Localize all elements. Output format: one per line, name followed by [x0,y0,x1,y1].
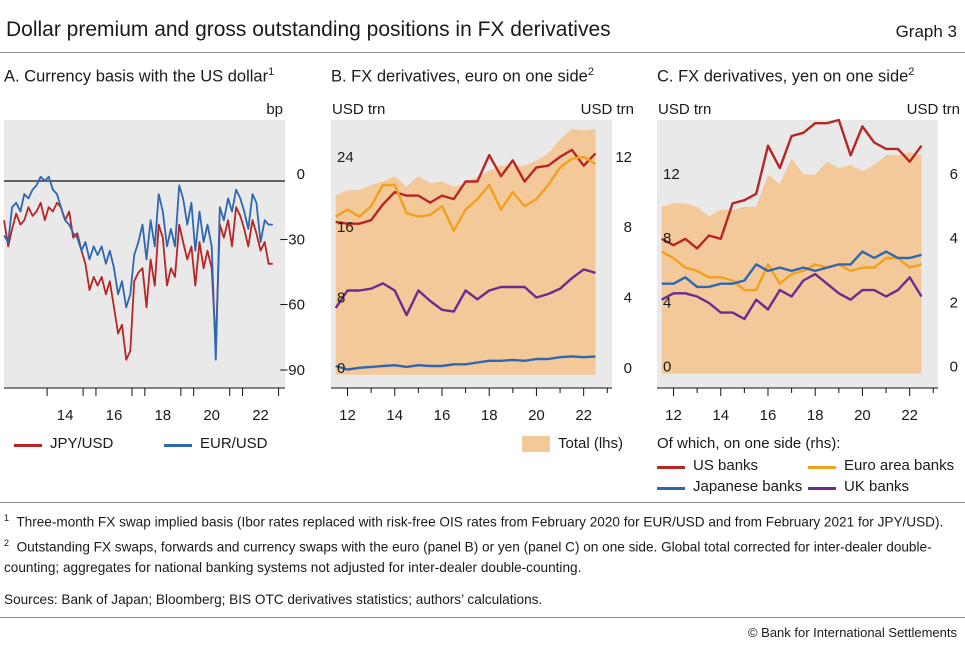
panel-b-chart: USD trn USD trn 0 8 16 24 0 4 8 12 12 14 16 18 20 22 [331,101,634,424]
panel-c-title: C. FX derivatives, yen on one side2 [657,66,915,86]
panel-c-rhs-ytick-label: 2 [950,294,958,311]
legend-eur-swatch [164,444,192,447]
panel-b-xtick-label: 20 [528,407,545,424]
legend-euro-area-banks-swatch [808,466,836,469]
panel-c-lhs-unit-label: USD trn [658,101,711,118]
legend-us-banks-label: US banks [693,457,759,474]
panel-a-ytick-label: −60 [280,297,305,314]
panel-b-series-euro-area-banks-line [335,155,597,232]
panel-a-title: A. Currency basis with the US dollar1 [4,66,275,86]
panel-a-series-jpy-usd-line [3,201,273,361]
panel-c-xtick-label: 20 [854,407,871,424]
panel-c-rhs-ytick-label: 4 [950,230,958,247]
legend-uk-banks-label: UK banks [844,478,910,495]
panel-a-xtick-label: 14 [57,407,74,424]
legend-of-which-label: Of which, on one side (rhs): [657,435,841,452]
panel-c-xtick-label: 14 [712,407,729,424]
panel-c-rhs-ytick-label: 0 [950,359,958,376]
legend-total-label: Total (lhs) [558,435,624,452]
panel-b-rhs-unit-label: USD trn [581,101,634,118]
panel-a-series-eur-usd-line [3,175,273,361]
legend-jpy-swatch [14,444,42,447]
footnote-1-text: Three-month FX swap implied basis (Ibor … [16,514,944,530]
panel-a-xtick-label: 20 [203,407,220,424]
panel-b-lhs-ytick-label: 16 [337,219,354,236]
panel-b-xtick-label: 14 [386,407,403,424]
legend-us-banks-swatch [657,466,685,469]
bottom-rule [0,617,965,618]
top-rule [0,52,965,53]
panel-a-chart: bp 0 −30 −60 −90 14 16 18 20 22 [3,101,305,424]
footnotes: 1 Three-month FX swap implied basis (Ibo… [4,508,962,579]
legend-uk-banks-swatch [808,487,836,490]
panel-b-xtick-label: 16 [434,407,451,424]
legend-euro-area-banks-label: Euro area banks [844,457,955,474]
footnote-2-number: 2 [4,538,10,549]
panel-c-series-euro-area-banks-line [661,250,922,292]
panel-b-lhs-unit-label: USD trn [332,101,385,118]
panel-a-unit-label: bp [266,101,283,118]
panel-c-rhs-unit-label: USD trn [907,101,960,118]
panel-b-title: B. FX derivatives, euro on one side2 [331,66,594,86]
panel-b-lhs-ytick-label: 8 [337,290,345,307]
panel-b-rhs-ytick-label: 0 [624,360,632,377]
panel-b-rhs-ytick-label: 8 [624,219,632,236]
panel-a-xtick-label: 18 [154,407,171,424]
panel-b-rhs-ytick-label: 12 [615,149,632,166]
panel-c-series-uk-banks-line [661,272,923,321]
copyright: © Bank for International Settlements [747,625,957,640]
panel-a-ytick-label: −30 [280,231,305,248]
panel-c-rhs-ytick-label: 6 [950,166,958,183]
panel-c-xtick-label: 16 [760,407,777,424]
panel-b-series-uk-banks-line [334,268,596,317]
panel-b-rhs-ytick-label: 4 [624,290,632,307]
panel-b-lhs-ytick-label: 24 [337,149,354,166]
panel-b-xtick-label: 12 [339,407,356,424]
panel-c-lhs-ytick-label: 12 [663,166,680,183]
panel-a-ytick-label: 0 [297,166,305,183]
sources: Sources: Bank of Japan; Bloomberg; BIS O… [4,592,543,607]
legend-japanese-banks-swatch [657,487,685,490]
panel-c-lhs-ytick-label: 8 [663,230,671,247]
legend-japanese-banks-label: Japanese banks [693,478,803,495]
panel-a-xtick-label: 22 [252,407,269,424]
panel-b-lhs-ytick-label: 0 [337,360,345,377]
panel-c-total-area [661,152,922,374]
figure-title: Dollar premium and gross outstanding pos… [6,18,611,41]
legend-total-swatch [522,436,550,452]
graph-number: Graph 3 [895,22,957,41]
panel-b-total-area [335,128,596,375]
panel-c-xtick-label: 12 [665,407,682,424]
panel-b-series-japanese-banks-line [335,355,596,371]
legend-jpy-label: JPY/USD [50,435,114,452]
panel-b-xtick-label: 22 [575,407,592,424]
footnote-2-text: Outstanding FX swaps, forwards and curre… [4,539,932,576]
panel-c-series-us-banks-line [661,118,923,250]
panel-a-ytick-label: −90 [280,362,305,379]
panel-b-xtick-label: 18 [481,407,498,424]
notes-rule [0,502,965,503]
panel-c-chart: USD trn USD trn 0 4 8 12 0 2 4 6 12 14 16 18 20 22 [657,101,960,424]
panel-c-series-japanese-banks-line [661,250,922,289]
panel-a-plot-area [4,120,285,388]
panel-c-lhs-ytick-label: 4 [663,294,671,311]
panel-a-xtick-label: 16 [106,407,123,424]
panel-c-lhs-ytick-label: 0 [663,359,671,376]
panel-c-xtick-label: 22 [901,407,918,424]
footnote-1-number: 1 [4,513,10,523]
legend-eur-label: EUR/USD [200,435,268,452]
panel-c-xtick-label: 18 [807,407,824,424]
panel-b-series-us-banks-line [335,148,597,225]
